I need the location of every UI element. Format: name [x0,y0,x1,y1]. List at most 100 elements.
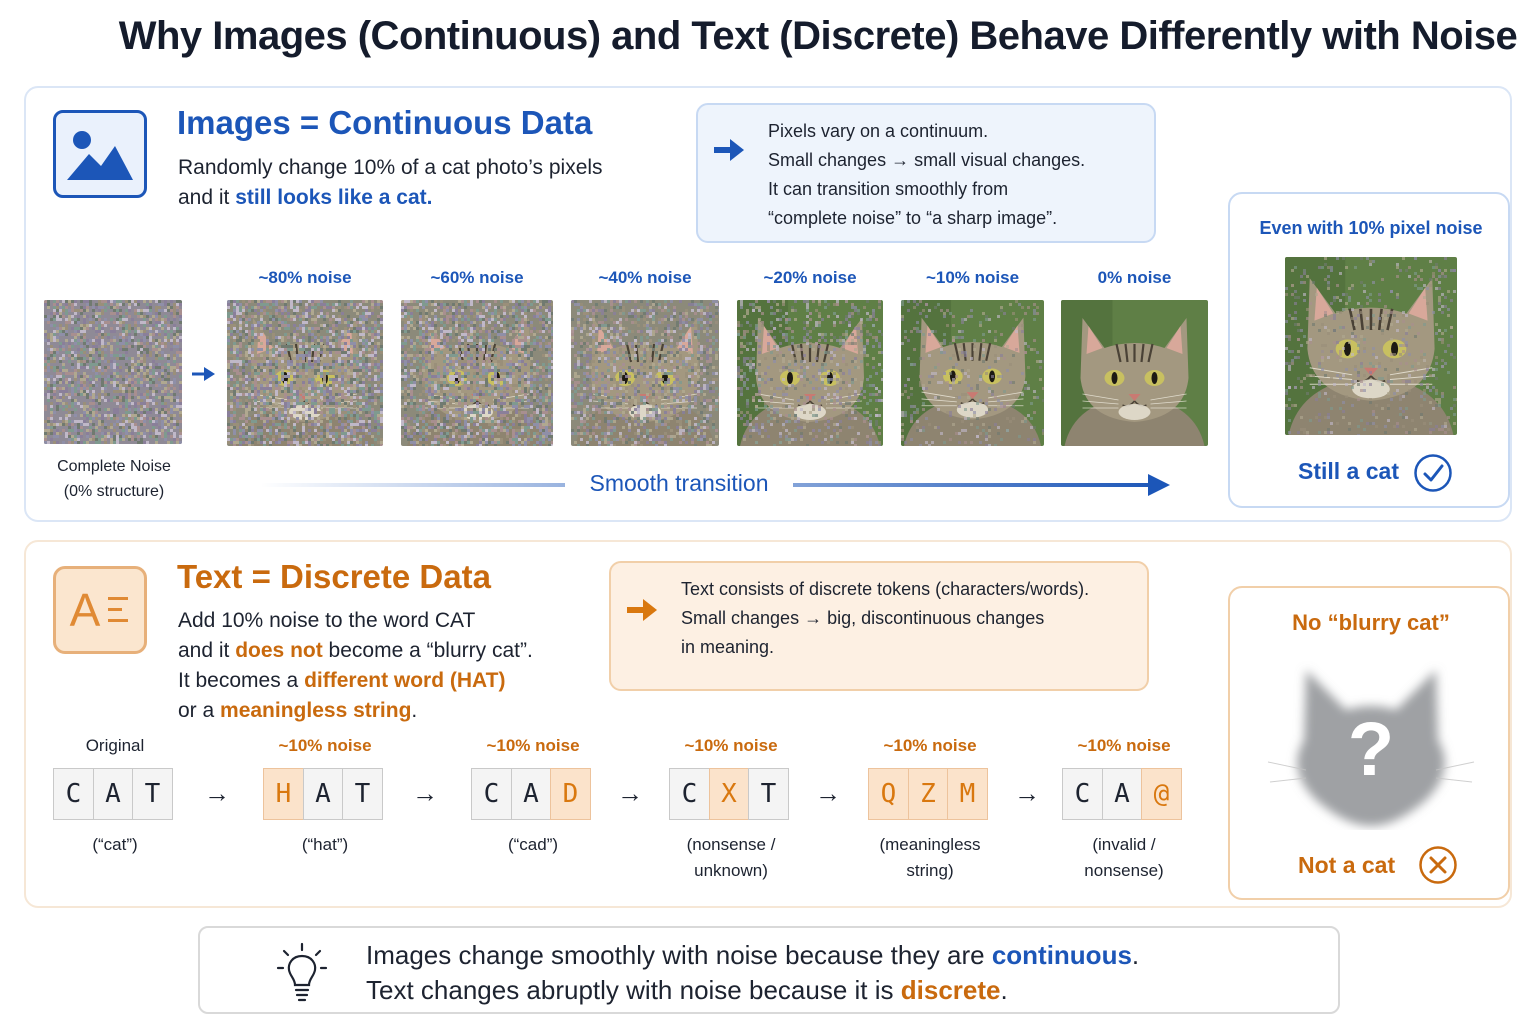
stage-label: 0% noise [1097,268,1172,287]
token-changed: D [550,768,591,820]
thumbnail-drawing [401,300,553,446]
cat-thumbnail [737,300,883,446]
smooth-transition-arrow [260,474,1170,496]
arrow-right-icon [192,367,215,381]
text-info-line: Text consists of discrete tokens (charac… [681,579,1090,599]
thumbnail-drawing [227,300,383,446]
token: T [342,768,383,820]
token: A [510,768,552,820]
cat-thumbnail [1061,300,1208,446]
noise-thumbnail-complete [44,300,182,444]
token: T [132,768,173,820]
card-title: No “blurry cat” [1292,610,1450,635]
takeaway-text: Images change smoothly with noise becaus… [366,938,1139,1008]
images-line-1: Randomly change 10% of a cat photo’s pix… [178,156,603,179]
stage-label: ~80% noise [258,268,352,287]
example-label: ~10% noise [684,736,778,755]
image-icon [53,110,147,198]
example-caption-line: (meaningless [879,835,981,854]
card-result: Not a cat [1298,852,1396,878]
example-caption: (“cad”) [443,832,623,858]
thumbnail-drawing [1061,300,1208,446]
example-caption-line: (“cad”) [507,835,559,854]
images-line-2: and it still looks like a cat. [178,186,433,209]
token: T [748,768,789,820]
images-info-line: Small changes → small visual changes. [768,150,1086,170]
text-line-3: It becomes a different word (HAT) [178,669,506,692]
example-caption-line: (nonsense / [686,835,776,854]
arrow-right-icon: → [617,778,643,808]
thumbnail-drawing [1285,257,1457,435]
takeaway-box: Images change smoothly with noise becaus… [198,926,1340,1014]
text-heading: Text = Discrete Data [177,558,491,595]
example-caption-line: string) [906,861,954,880]
example-caption: (nonsense / unknown) [641,832,821,884]
example-caption: (“cat”) [25,832,205,858]
arrow-right-icon [627,599,657,621]
stage-label: ~20% noise [763,268,857,287]
example-caption-line: (“cat”) [92,835,138,854]
x-circle-icon [1419,846,1457,884]
text-info-box: Text consists of discrete tokens (charac… [609,561,1149,691]
token-changed: Z [907,768,949,820]
token: C [1062,768,1103,820]
lines-icon [108,597,129,622]
not-a-cat-card: No “blurry cat” ? Not a cat [1228,586,1510,900]
token: C [471,768,512,820]
token-changed: X [708,768,750,820]
cat-thumbnail [1285,257,1457,435]
token: A [92,768,134,820]
text-line-2: and it does not become a “blurry cat”. [178,639,533,662]
images-info-line: It can transition smoothly from [768,179,1009,199]
example-caption: (“hat”) [235,832,415,858]
check-circle-icon [1414,454,1452,492]
cat-thumbnail [901,300,1044,446]
arrow-right-icon: → [204,778,230,808]
smooth-transition-label: Smooth transition [589,470,769,496]
images-info-line: Pixels vary on a continuum. [768,121,989,141]
token-changed: Q [868,768,909,820]
arrow-right-icon: → [412,778,438,808]
token-row: C A @ [1062,768,1182,820]
images-info-line: “complete noise” to “a sharp image”. [768,208,1058,228]
thumbnail-drawing [737,300,883,446]
card-title: Even with 10% pixel noise [1259,218,1483,238]
cat-thumbnail [571,300,719,446]
example-caption-line: (“hat”) [301,835,349,854]
text-line-4: or a meaningless string. [178,699,418,722]
still-a-cat-card: Even with 10% pixel noise Still a cat [1228,192,1510,508]
token-changed: M [947,768,988,820]
stage-label: ~40% noise [598,268,692,287]
example-caption-line: nonsense) [1084,861,1164,880]
token: C [53,768,94,820]
cat-thumbnail [227,300,383,446]
token-changed: @ [1141,768,1182,820]
example-caption: (invalid / nonsense) [1034,832,1214,884]
arrow-right-icon: → [815,778,841,808]
takeaway-line-2: Text changes abruptly with noise because… [366,975,1008,1005]
token: A [1101,768,1143,820]
lightbulb-icon [276,942,328,1002]
token: C [669,768,710,820]
text-info-line: Small changes → big, discontinuous chang… [681,608,1045,628]
blurry-cat-silhouette [1267,670,1475,826]
example-caption-line: (invalid / [1092,835,1156,854]
thumbnail-drawing [44,300,182,444]
example-caption-line: unknown) [694,861,768,880]
thumbnail-drawing [571,300,719,446]
example-label: ~10% noise [1077,736,1171,755]
text-line-1: Add 10% noise to the word CAT [178,609,476,632]
images-info-box: Pixels vary on a continuum. Small change… [696,103,1156,243]
example-label: ~10% noise [278,736,372,755]
question-mark-icon: ? [1347,707,1395,792]
example-label: Original [85,736,145,755]
stage-label: ~10% noise [925,268,1020,287]
thumbnail-drawing [901,300,1044,446]
token: A [302,768,344,820]
example-label: ~10% noise [486,736,580,755]
